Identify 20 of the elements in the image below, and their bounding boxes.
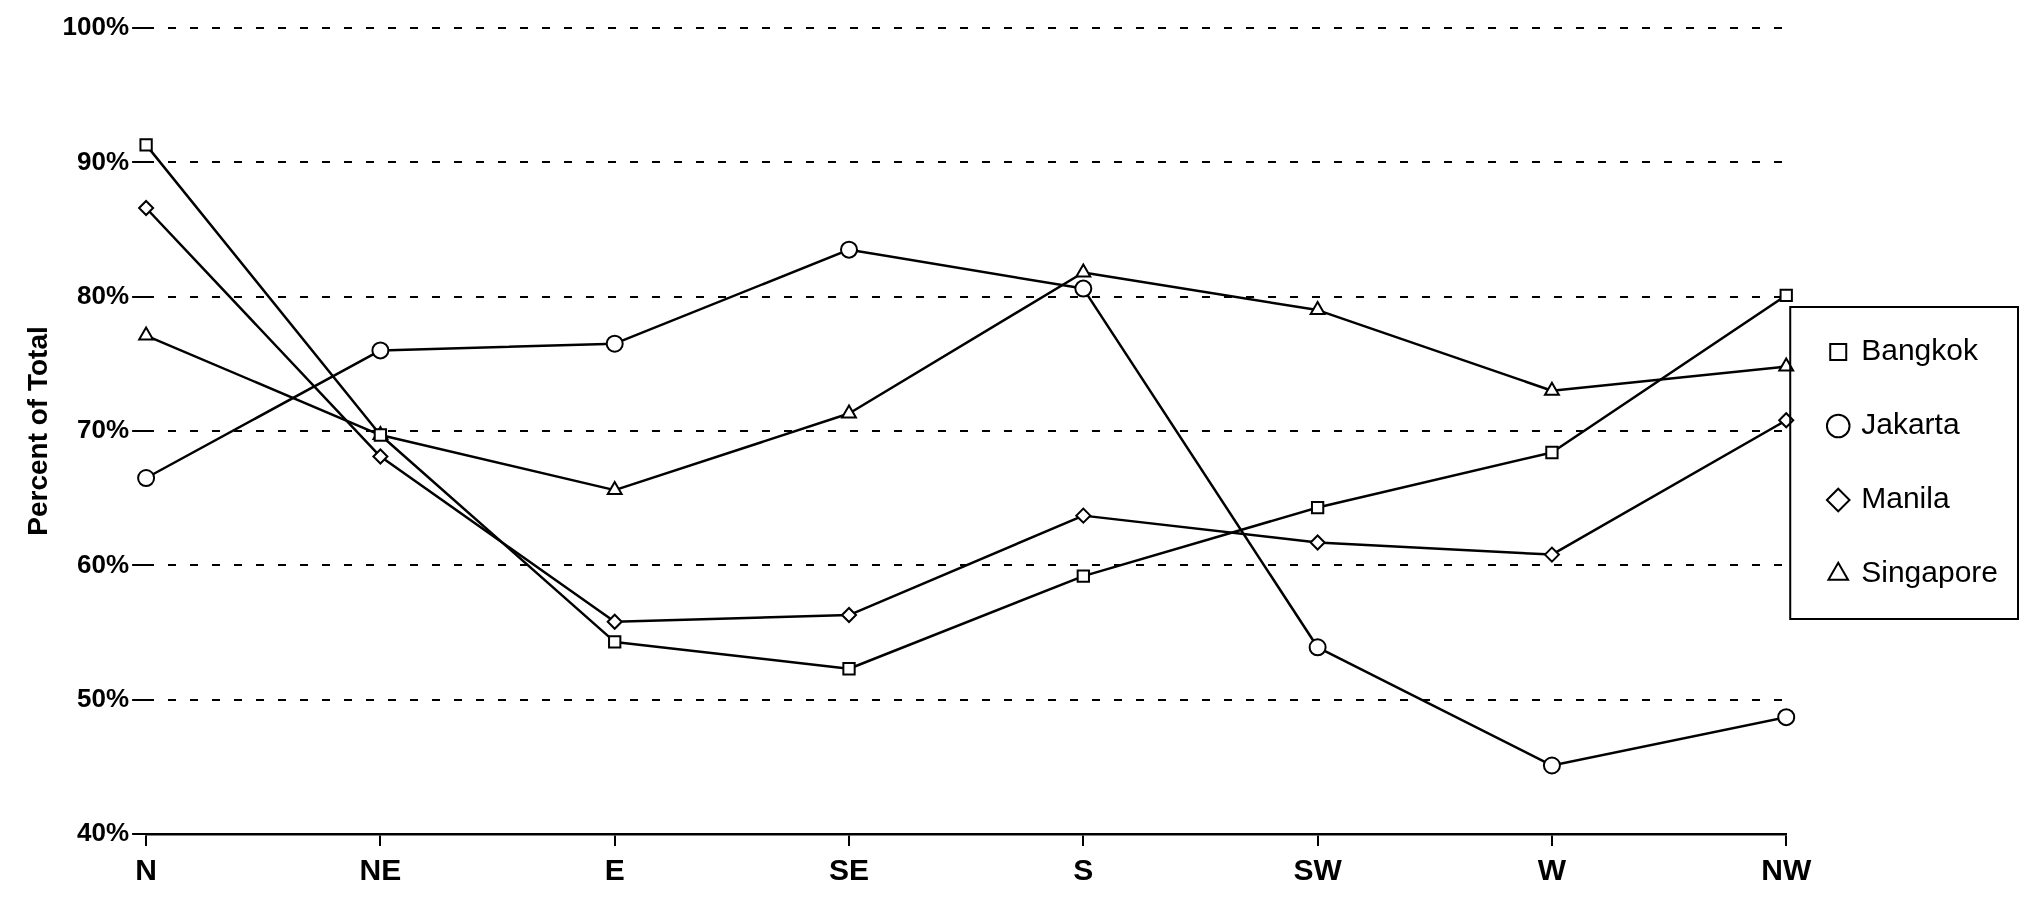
y-tick-label: 40% (77, 817, 130, 848)
y-tick-label: 100% (62, 11, 130, 42)
y-tick-label: 50% (77, 682, 130, 713)
legend-label: Manila (1861, 481, 1950, 515)
legend-label: Bangkok (1861, 333, 1979, 367)
legend-label: Singapore (1861, 555, 1999, 589)
legend-label: Jakarta (1861, 407, 1960, 441)
x-tick-label: NE (359, 853, 402, 887)
x-tick-label: E (604, 853, 625, 887)
y-tick-label: 90% (77, 145, 130, 176)
y-tick-label: 70% (77, 414, 130, 445)
x-tick-label: N (135, 853, 157, 887)
x-tick-label: NW (1761, 853, 1812, 887)
y-axis-title: Percent of Total (21, 326, 53, 536)
x-tick-label: W (1537, 853, 1567, 887)
x-tick-label: SE (829, 853, 870, 887)
x-tick-label: SW (1293, 853, 1343, 887)
y-tick-label: 80% (77, 279, 130, 310)
y-tick-label: 60% (77, 548, 130, 579)
x-tick-label: S (1073, 853, 1094, 887)
